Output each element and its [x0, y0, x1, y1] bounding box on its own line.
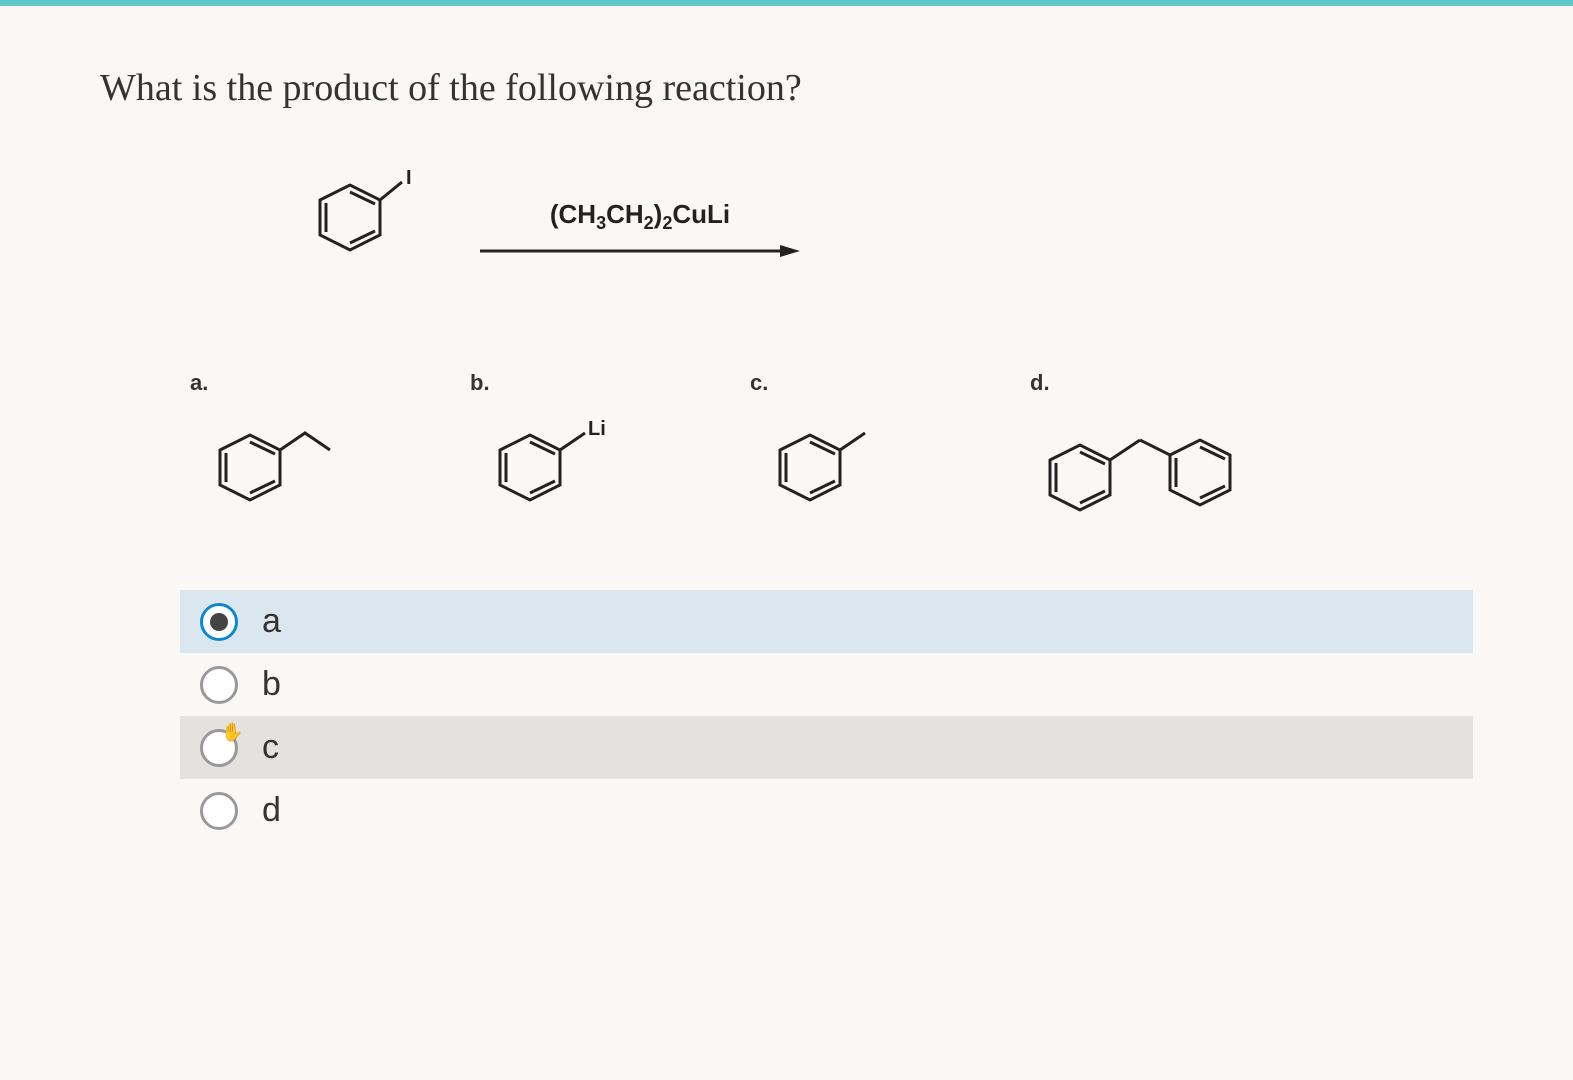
reagent-label: (CH3CH2)2CuLi	[550, 199, 730, 234]
reaction-arrow	[480, 241, 800, 261]
li-label: Li	[588, 418, 606, 440]
answer-label: b	[262, 665, 281, 704]
cursor-icon: ✋	[221, 722, 243, 743]
choice-structure-c: c.	[750, 370, 970, 520]
answer-option-d[interactable]: d	[180, 779, 1473, 842]
reaction-arrow-block: (CH3CH2)2CuLi	[480, 199, 800, 260]
radio-icon	[200, 666, 238, 704]
svg-text:I: I	[406, 170, 412, 189]
choice-structure-a: a.	[190, 370, 410, 520]
choice-label: b.	[470, 370, 690, 396]
radio-icon: ✋	[200, 729, 238, 767]
reaction-scheme: I (CH3CH2)2CuLi	[280, 170, 1473, 290]
answer-option-c[interactable]: ✋ c	[180, 716, 1473, 779]
choice-label: a.	[190, 370, 410, 396]
answer-option-a[interactable]: a	[180, 590, 1473, 653]
answer-radio-group: a b ✋ c d	[180, 590, 1473, 842]
choice-label: c.	[750, 370, 970, 396]
radio-icon	[200, 603, 238, 641]
answer-label: a	[262, 602, 281, 641]
question-panel: What is the product of the following rea…	[0, 6, 1573, 1080]
choice-structures-row: a. b.	[190, 370, 1473, 520]
choice-structure-d: d.	[1030, 370, 1310, 520]
choice-structure-b: b. Li	[470, 370, 690, 520]
radio-icon	[200, 792, 238, 830]
question-text: What is the product of the following rea…	[100, 66, 1473, 110]
answer-label: d	[262, 791, 281, 830]
reactant-structure: I	[280, 170, 420, 290]
answer-label: c	[262, 728, 279, 767]
answer-option-b[interactable]: b	[180, 653, 1473, 716]
choice-label: d.	[1030, 370, 1310, 396]
